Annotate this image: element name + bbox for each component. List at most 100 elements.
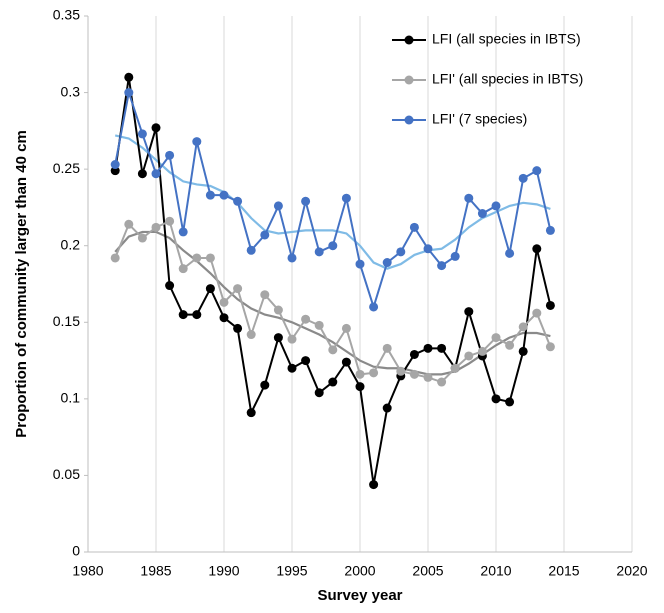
point	[301, 356, 311, 366]
point	[450, 363, 460, 373]
point	[369, 368, 379, 378]
point	[178, 264, 188, 274]
point	[491, 333, 501, 343]
point	[219, 190, 229, 200]
point	[178, 227, 188, 237]
point	[124, 219, 134, 229]
point	[341, 193, 351, 203]
point	[437, 377, 447, 387]
point	[532, 244, 542, 254]
point	[477, 209, 487, 219]
point	[110, 253, 120, 263]
y-tick-label: 0.2	[61, 236, 81, 252]
point	[137, 129, 147, 139]
y-tick-label: 0.15	[53, 313, 80, 329]
point	[505, 248, 515, 258]
point	[110, 160, 120, 170]
point	[192, 253, 202, 263]
point	[491, 201, 501, 211]
x-tick-label: 2015	[548, 563, 579, 579]
point	[205, 284, 215, 294]
legend-marker	[404, 75, 414, 85]
point	[382, 343, 392, 353]
point	[178, 310, 188, 320]
point	[545, 342, 555, 352]
point	[246, 245, 256, 255]
point	[165, 281, 175, 291]
point	[396, 366, 406, 376]
legend-label: LFI' (7 species)	[432, 111, 527, 127]
point	[260, 230, 270, 240]
point	[151, 123, 161, 133]
y-tick-label: 0.1	[61, 390, 81, 406]
point	[165, 216, 175, 226]
point	[246, 330, 256, 340]
x-tick-label: 2020	[616, 563, 647, 579]
point	[532, 308, 542, 318]
point	[423, 372, 433, 382]
point	[192, 310, 202, 320]
point	[491, 394, 501, 404]
point	[192, 137, 202, 147]
point	[450, 251, 460, 261]
point	[165, 150, 175, 160]
point	[328, 345, 338, 355]
point	[355, 369, 365, 379]
point	[518, 346, 528, 356]
point	[355, 259, 365, 269]
legend-marker	[404, 115, 414, 125]
point	[532, 166, 542, 176]
point	[464, 307, 474, 317]
y-tick-label: 0.3	[61, 83, 81, 99]
point	[423, 244, 433, 254]
point	[287, 363, 297, 373]
point	[137, 233, 147, 243]
y-tick-label: 0.35	[53, 7, 80, 23]
y-tick-label: 0	[72, 543, 80, 559]
point	[341, 323, 351, 333]
point	[314, 388, 324, 398]
point	[382, 403, 392, 413]
point	[301, 314, 311, 324]
y-tick-label: 0.05	[53, 466, 80, 482]
point	[260, 380, 270, 390]
x-tick-label: 2005	[412, 563, 443, 579]
point	[124, 88, 134, 98]
point	[273, 305, 283, 315]
trend-line	[114, 230, 551, 376]
x-tick-label: 1985	[140, 563, 171, 579]
x-tick-label: 1990	[208, 563, 239, 579]
point	[409, 369, 419, 379]
x-tick-label: 1980	[72, 563, 103, 579]
point	[409, 349, 419, 359]
point	[273, 333, 283, 343]
point	[151, 169, 161, 179]
point	[260, 290, 270, 300]
point	[233, 323, 243, 333]
point	[505, 340, 515, 350]
point	[464, 351, 474, 361]
point	[233, 196, 243, 206]
point	[328, 377, 338, 387]
point	[369, 480, 379, 490]
series-line	[114, 77, 552, 485]
point	[124, 72, 134, 82]
point	[505, 397, 515, 407]
x-tick-label: 2000	[344, 563, 375, 579]
point	[437, 343, 447, 353]
x-tick-label: 1995	[276, 563, 307, 579]
point	[464, 193, 474, 203]
point	[545, 300, 555, 310]
point	[301, 196, 311, 206]
point	[518, 322, 528, 332]
point	[423, 343, 433, 353]
point	[355, 382, 365, 392]
point	[328, 241, 338, 251]
point	[341, 357, 351, 367]
point	[477, 346, 487, 356]
point	[137, 169, 147, 179]
point	[518, 173, 528, 183]
y-axis-label: Proportion of community larger than 40 c…	[13, 130, 30, 438]
point	[545, 225, 555, 235]
